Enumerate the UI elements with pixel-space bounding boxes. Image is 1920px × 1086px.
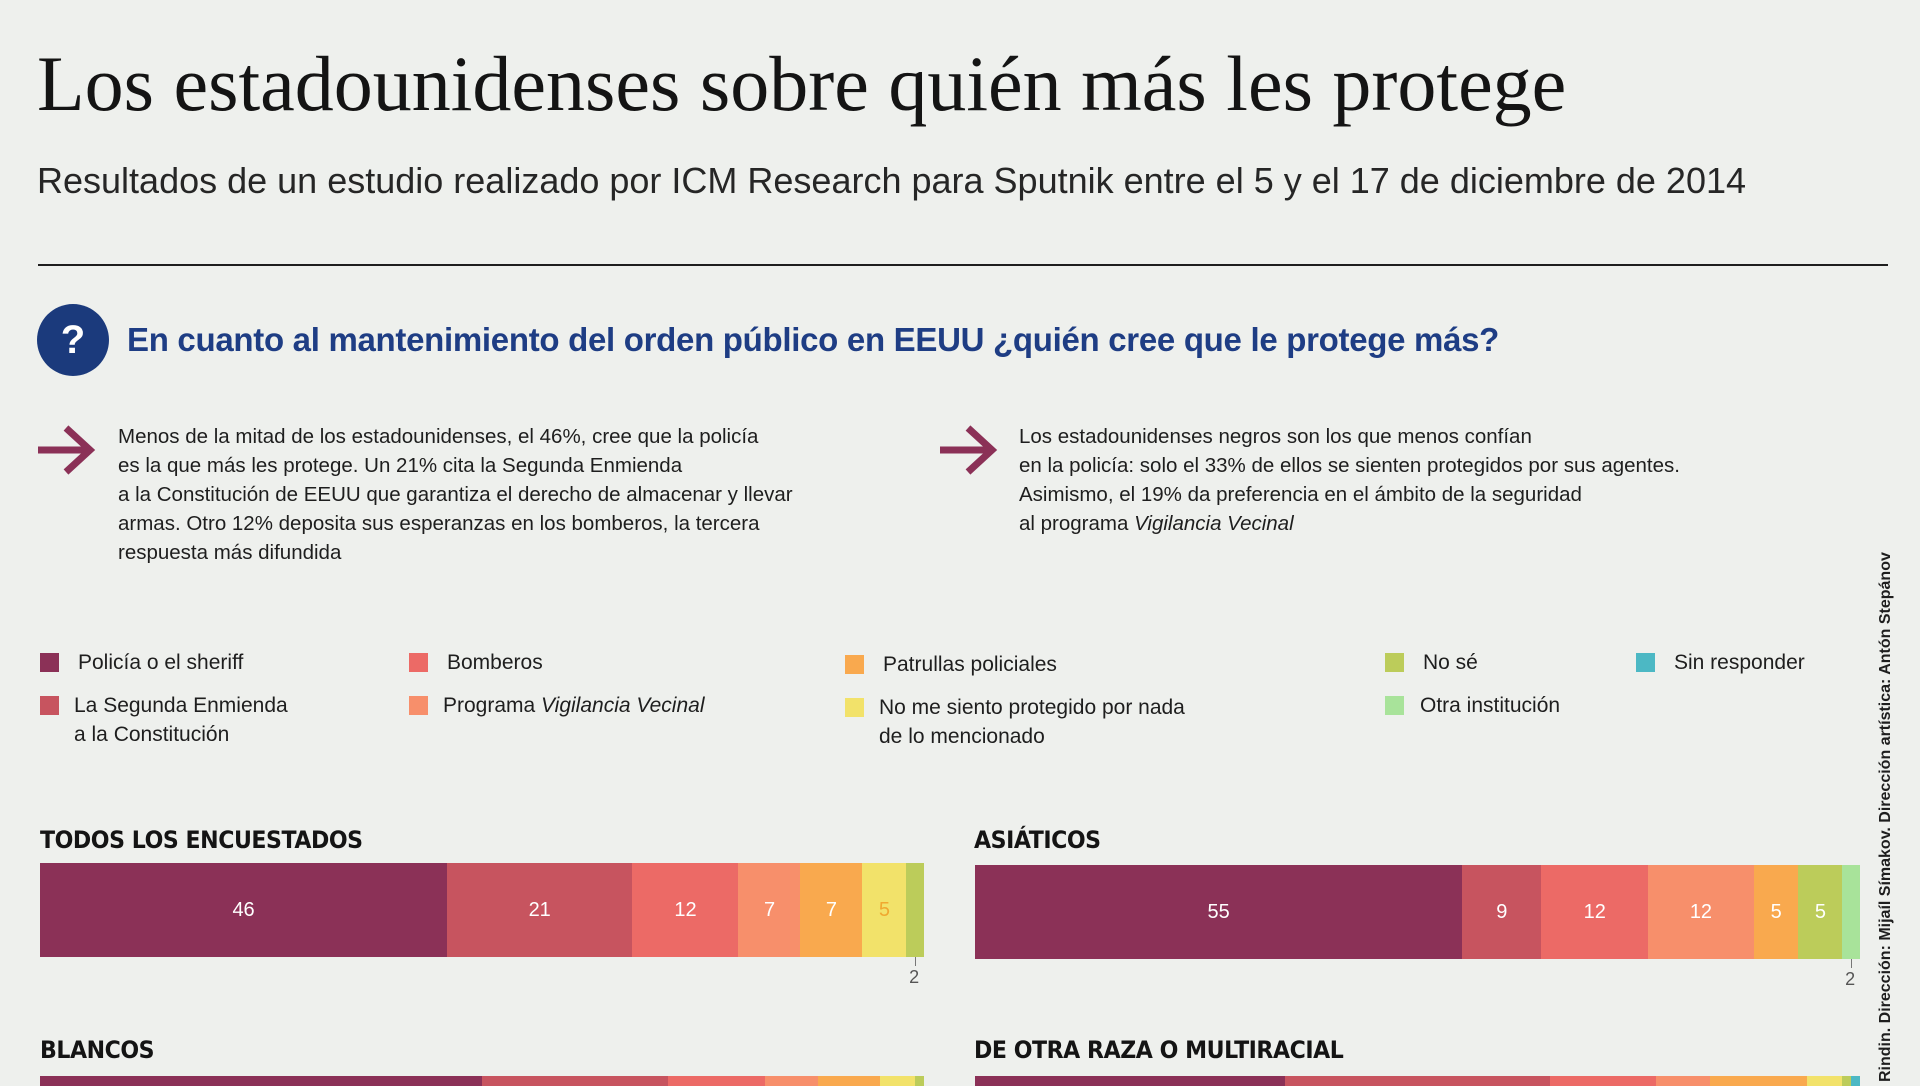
bar-segment-nada — [879, 1076, 916, 1086]
bar-value-label: 12 — [674, 898, 697, 921]
bar-value-label-outside: 2 — [1845, 969, 1856, 989]
bar-segment-vigilancia — [1656, 1076, 1711, 1086]
bar-segment-bomberos — [1550, 1076, 1657, 1086]
bar-segment-vigilancia: 7 — [738, 863, 801, 957]
bar-value-label: 12 — [1583, 900, 1606, 923]
bar-value-label: 7 — [825, 898, 837, 921]
note-right-line: al programa Vigilancia Vecinal — [1019, 509, 1680, 538]
note-left-line: es la que más les protege. Un 21% cita l… — [118, 454, 683, 477]
legend-label: Sin responder — [1674, 651, 1805, 674]
bar-value-label: 5 — [878, 898, 891, 921]
note-left-line: Menos de la mitad de los estadounidenses… — [118, 425, 759, 448]
legend-swatch — [1385, 653, 1404, 672]
legend-label: Programa — [443, 694, 542, 717]
stacked-bar — [975, 1076, 1861, 1086]
bar-segment-nose — [915, 1076, 925, 1086]
bar-value-label: 5 — [1770, 900, 1782, 923]
bar-segment-enmienda: 21 — [446, 863, 633, 957]
arrow-right-icon — [38, 425, 96, 475]
legend-label: de lo mencionado — [879, 725, 1045, 748]
note-right-line: en la policía: solo el 33% de ellos se s… — [1019, 454, 1680, 477]
bar-segment-bomberos: 12 — [632, 863, 739, 957]
bar-value-tick — [1851, 959, 1853, 968]
legend-label: a la Constitución — [74, 723, 230, 746]
bar-value-tick — [915, 957, 917, 966]
question-icon: ? — [37, 304, 109, 376]
bar-segment-policia: 55 — [975, 865, 1463, 959]
bar-segment-enmienda: 9 — [1461, 865, 1542, 959]
bar-segment-nose — [1842, 1076, 1852, 1086]
bar-value-label: 46 — [232, 898, 255, 921]
bar-segment-patrullas — [817, 1076, 881, 1086]
legend-swatch — [845, 698, 864, 717]
note-right-italic: Vigilancia Vecinal — [1134, 512, 1294, 535]
legend-label: Patrullas policiales — [883, 653, 1057, 676]
bar-segment-bomberos — [667, 1076, 766, 1086]
bar-value-label: 21 — [528, 898, 551, 921]
note-left-line: armas. Otro 12% deposita sus esperanzas … — [118, 512, 760, 535]
note-left: Menos de la mitad de los estadounidenses… — [118, 422, 793, 567]
bar-segment-patrullas: 5 — [1753, 865, 1799, 959]
legend-swatch — [40, 653, 59, 672]
legend-swatch — [409, 653, 428, 672]
legend-swatch — [409, 696, 428, 715]
stacked-bar: 55 9 12 12 5 5 2 — [975, 865, 1861, 989]
bar-value-label: 5 — [1814, 900, 1826, 923]
bar-segment-patrullas: 7 — [800, 863, 863, 957]
divider — [38, 264, 1888, 266]
panel-title: DE OTRA RAZA O MULTIRACIAL — [974, 1036, 1344, 1064]
bar-segment-nada: 5 — [862, 863, 907, 957]
bar-segment-enmienda — [1284, 1076, 1551, 1086]
bar-segment-nose: 5 — [1798, 865, 1843, 959]
bar-segment-policia — [40, 1076, 483, 1086]
bar-segment-policia: 46 — [40, 863, 448, 957]
stacked-bar — [40, 1076, 925, 1086]
note-right: Los estadounidenses negros son los que m… — [1019, 422, 1680, 538]
panel-title: TODOS LOS ENCUESTADOS — [40, 826, 363, 854]
legend-swatch — [40, 696, 59, 715]
legend-label: Bomberos — [447, 651, 543, 674]
legend-label: La Segunda Enmienda — [74, 694, 288, 717]
legend-swatch — [1636, 653, 1655, 672]
legend-label: Policía o el sheriff — [78, 651, 244, 674]
bar-value-label: 55 — [1207, 900, 1230, 923]
question-text: En cuanto al mantenimiento del orden púb… — [127, 321, 1500, 358]
note-right-prefix: al programa — [1019, 512, 1135, 535]
bar-segment-policia — [975, 1076, 1286, 1086]
bar-segment-vigilancia: 12 — [1647, 865, 1755, 959]
arrow-right-icon — [940, 425, 998, 475]
note-left-line: a la Constitución de EEUU que garantiza … — [118, 483, 793, 506]
legend-label-italic: Vigilancia Vecinal — [541, 694, 705, 717]
note-right-line: Los estadounidenses negros son los que m… — [1019, 425, 1532, 448]
bar-segment-enmienda — [482, 1076, 669, 1086]
bar-segment-nose — [906, 863, 925, 957]
legend-label: No sé — [1423, 651, 1478, 674]
legend-swatch — [1385, 696, 1404, 715]
bar-segment-nada — [1806, 1076, 1843, 1086]
bar-value-label-outside: 2 — [909, 967, 920, 987]
note-right-line: Asimismo, el 19% da preferencia en el ám… — [1019, 483, 1582, 506]
bar-segment-bomberos: 12 — [1541, 865, 1649, 959]
bar-segment-vigilancia — [764, 1076, 819, 1086]
page-subtitle: Resultados de un estudio realizado por I… — [37, 160, 1747, 201]
panel-title: ASIÁTICOS — [974, 826, 1101, 854]
bar-value-label: 7 — [763, 898, 776, 921]
legend-swatch — [845, 655, 864, 674]
bar-value-label: 9 — [1496, 900, 1508, 923]
legend-label: Otra institución — [1420, 694, 1561, 717]
stacked-bar: 46 21 12 7 7 5 2 — [40, 863, 925, 987]
bar-segment-sin — [1851, 1076, 1861, 1086]
note-left-line: respuesta más difundida — [118, 541, 342, 564]
legend-label: No me siento protegido por nada — [879, 696, 1185, 719]
bar-segment-otra — [1842, 865, 1861, 959]
bar-segment-patrullas — [1709, 1076, 1808, 1086]
panel-title: BLANCOS — [40, 1036, 155, 1064]
page-title: Los estadounidenses sobre quién más les … — [37, 40, 1567, 127]
bar-value-label: 12 — [1689, 900, 1713, 923]
credit-text: Rindin. Dirección: Mijaíl Símakov. Direc… — [1877, 552, 1894, 1082]
